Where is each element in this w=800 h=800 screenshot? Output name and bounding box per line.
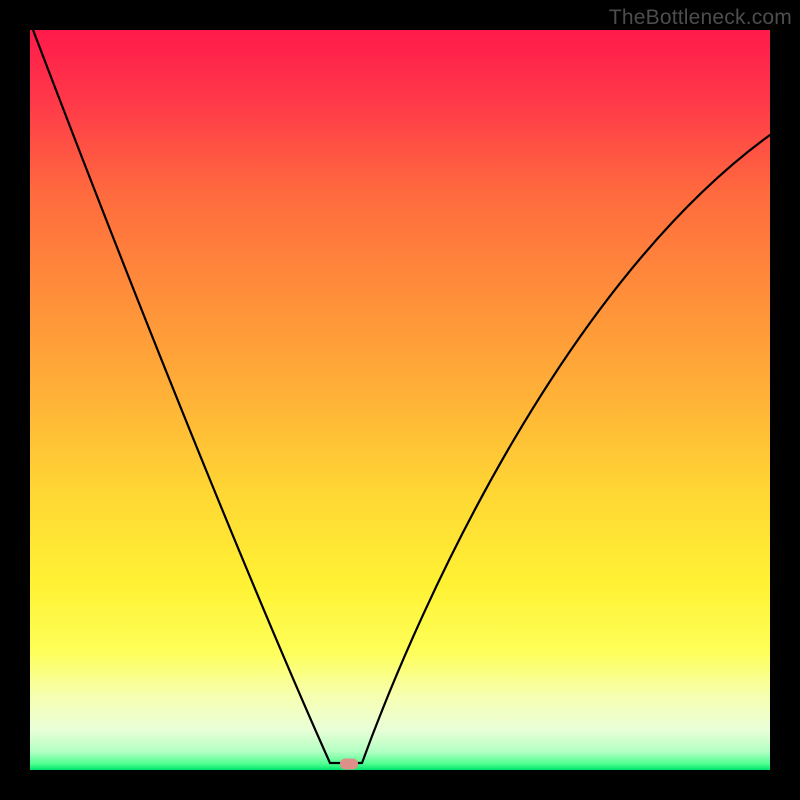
minimum-marker <box>340 759 358 770</box>
bottleneck-curve <box>30 30 770 763</box>
chart-frame <box>26 26 774 774</box>
plot-area <box>30 30 770 770</box>
curve-svg <box>30 30 770 770</box>
minimum-marker-pill <box>340 759 358 770</box>
watermark-text: TheBottleneck.com <box>609 6 792 30</box>
